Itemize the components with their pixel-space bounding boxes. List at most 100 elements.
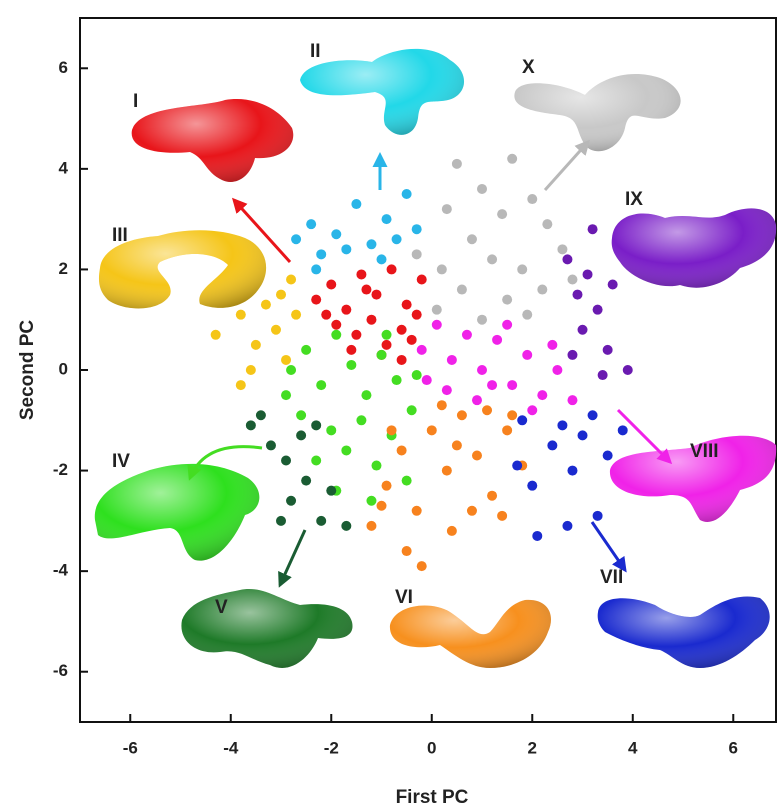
point: [316, 380, 326, 390]
point: [492, 335, 502, 345]
map-vii: [598, 596, 770, 668]
point: [392, 234, 402, 244]
point: [578, 325, 588, 335]
cluster-label: I: [133, 91, 138, 112]
point: [437, 264, 447, 274]
chart: First PC Second PC -6-4-20246-6-4-20246I…: [0, 0, 778, 812]
cluster-label: V: [215, 597, 228, 618]
point: [618, 425, 628, 435]
point: [537, 390, 547, 400]
point: [301, 345, 311, 355]
point: [296, 410, 306, 420]
point: [462, 330, 472, 340]
point: [301, 476, 311, 486]
y-tick-label: 4: [59, 158, 69, 177]
point: [542, 219, 552, 229]
point: [522, 310, 532, 320]
point: [588, 224, 598, 234]
point: [572, 290, 582, 300]
point: [567, 395, 577, 405]
cluster-label: VIII: [690, 441, 719, 462]
point: [467, 506, 477, 516]
point: [417, 274, 427, 284]
point: [341, 305, 351, 315]
point: [527, 194, 537, 204]
point: [356, 415, 366, 425]
point: [608, 280, 618, 290]
point: [432, 320, 442, 330]
point: [557, 244, 567, 254]
point: [382, 330, 392, 340]
point: [341, 244, 351, 254]
point: [316, 516, 326, 526]
cluster-label: IV: [112, 451, 130, 472]
point: [291, 310, 301, 320]
y-axis-label: Second PC: [17, 320, 38, 421]
point: [246, 420, 256, 430]
point: [361, 390, 371, 400]
x-axis-label: First PC: [396, 787, 469, 808]
point: [256, 410, 266, 420]
point: [482, 405, 492, 415]
point: [387, 264, 397, 274]
point: [517, 415, 527, 425]
point: [326, 280, 336, 290]
point: [552, 365, 562, 375]
point: [366, 496, 376, 506]
point: [417, 561, 427, 571]
point: [567, 274, 577, 284]
point: [351, 199, 361, 209]
cluster-label: IX: [625, 189, 643, 210]
point: [402, 476, 412, 486]
point: [452, 159, 462, 169]
point: [321, 310, 331, 320]
point: [286, 496, 296, 506]
point: [412, 249, 422, 259]
point: [477, 365, 487, 375]
point: [387, 425, 397, 435]
y-tick-label: 6: [59, 58, 68, 77]
arrow: [592, 522, 625, 570]
point: [517, 264, 527, 274]
x-tick-label: 2: [528, 738, 537, 757]
point: [412, 506, 422, 516]
point: [507, 410, 517, 420]
cluster-label: X: [522, 57, 535, 78]
map-iv: [95, 464, 260, 561]
point: [502, 295, 512, 305]
y-tick-label: 0: [59, 359, 68, 378]
point: [522, 350, 532, 360]
point: [236, 310, 246, 320]
point: [402, 546, 412, 556]
point: [407, 335, 417, 345]
point: [326, 425, 336, 435]
x-tick-label: 6: [729, 738, 738, 757]
point: [603, 450, 613, 460]
point: [366, 239, 376, 249]
arrow: [545, 142, 588, 190]
point: [382, 214, 392, 224]
point: [281, 355, 291, 365]
point: [377, 350, 387, 360]
point: [437, 400, 447, 410]
point: [341, 521, 351, 531]
x-tick-label: -4: [223, 738, 239, 757]
point: [567, 350, 577, 360]
point: [261, 300, 271, 310]
point: [382, 481, 392, 491]
point: [593, 305, 603, 315]
point: [457, 285, 467, 295]
point: [432, 305, 442, 315]
point: [467, 234, 477, 244]
point: [562, 521, 572, 531]
point: [392, 375, 402, 385]
point: [452, 440, 462, 450]
point: [341, 445, 351, 455]
point: [442, 466, 452, 476]
point: [497, 209, 507, 219]
point: [472, 450, 482, 460]
point: [291, 234, 301, 244]
point: [346, 360, 356, 370]
cluster-label: VI: [395, 587, 413, 608]
y-tick-label: -6: [53, 661, 68, 680]
